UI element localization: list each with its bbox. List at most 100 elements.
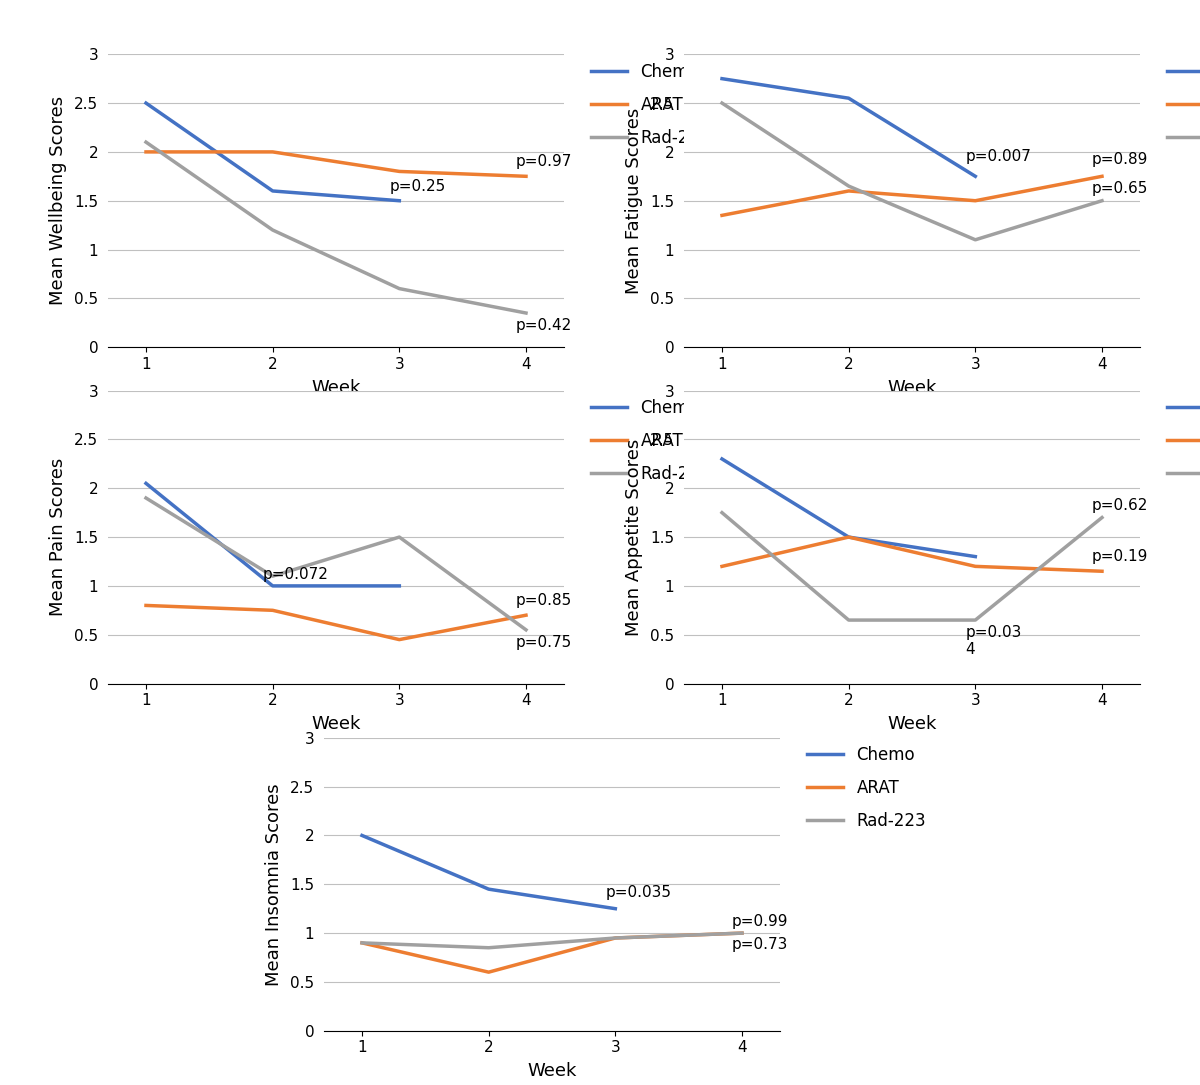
- Rad-223: [392, 531, 407, 544]
- Legend: Chemo, ARAT, Rad-223: Chemo, ARAT, Rad-223: [590, 399, 710, 483]
- Line: Chemo: Chemo: [722, 79, 976, 176]
- ARAT: [265, 145, 280, 158]
- ARAT: [968, 194, 983, 207]
- Chemo: [968, 169, 983, 182]
- Rad-223: [139, 492, 154, 505]
- ARAT: [139, 145, 154, 158]
- Chemo: [968, 550, 983, 563]
- ARAT: [139, 599, 154, 612]
- ARAT: [392, 165, 407, 178]
- Chemo: [608, 903, 623, 916]
- Rad-223: [1094, 194, 1109, 207]
- ARAT: [968, 560, 983, 573]
- Line: Rad-223: Rad-223: [362, 933, 742, 948]
- Chemo: [481, 883, 496, 896]
- Legend: Chemo, ARAT, Rad-223: Chemo, ARAT, Rad-223: [806, 746, 926, 830]
- Rad-223: [841, 179, 856, 193]
- Legend: Chemo, ARAT, Rad-223: Chemo, ARAT, Rad-223: [1166, 399, 1200, 483]
- Line: Chemo: Chemo: [722, 459, 976, 557]
- Line: ARAT: ARAT: [146, 605, 526, 640]
- Rad-223: [715, 97, 730, 110]
- Line: ARAT: ARAT: [146, 152, 526, 176]
- Chemo: [355, 829, 370, 842]
- Chemo: [841, 531, 856, 544]
- Chemo: [265, 184, 280, 197]
- Text: p=0.25: p=0.25: [389, 179, 445, 193]
- Chemo: [139, 97, 154, 110]
- Rad-223: [355, 936, 370, 949]
- Rad-223: [481, 941, 496, 955]
- ARAT: [518, 169, 533, 182]
- Text: p=0.035: p=0.035: [605, 884, 671, 899]
- X-axis label: Week: Week: [311, 715, 361, 733]
- Legend: Chemo, ARAT, Rad-223: Chemo, ARAT, Rad-223: [1166, 63, 1200, 146]
- Rad-223: [265, 570, 280, 583]
- Text: 4: 4: [965, 642, 974, 656]
- Text: p=0.19: p=0.19: [1092, 549, 1148, 564]
- Chemo: [392, 194, 407, 207]
- ARAT: [841, 531, 856, 544]
- Chemo: [392, 579, 407, 592]
- Rad-223: [265, 224, 280, 237]
- Y-axis label: Mean Insomnia Scores: Mean Insomnia Scores: [265, 783, 283, 985]
- X-axis label: Week: Week: [527, 1062, 577, 1081]
- Text: p=0.99: p=0.99: [732, 914, 788, 929]
- Line: Chemo: Chemo: [362, 835, 616, 909]
- Chemo: [715, 72, 730, 86]
- ARAT: [265, 603, 280, 616]
- Y-axis label: Mean Wellbeing Scores: Mean Wellbeing Scores: [49, 97, 67, 305]
- ARAT: [355, 936, 370, 949]
- Text: p=0.62: p=0.62: [1092, 498, 1148, 513]
- Line: Rad-223: Rad-223: [146, 498, 526, 629]
- Line: ARAT: ARAT: [722, 176, 1102, 215]
- Text: p=0.85: p=0.85: [516, 593, 572, 608]
- Text: p=0.75: p=0.75: [516, 635, 572, 650]
- Text: p=0.42: p=0.42: [516, 318, 572, 333]
- Rad-223: [841, 614, 856, 627]
- Text: p=0.072: p=0.072: [263, 566, 329, 582]
- Rad-223: [518, 306, 533, 319]
- ARAT: [608, 931, 623, 944]
- Y-axis label: Mean Fatigue Scores: Mean Fatigue Scores: [625, 107, 643, 294]
- Chemo: [139, 477, 154, 490]
- Legend: Chemo, ARAT, Rad-223: Chemo, ARAT, Rad-223: [590, 63, 710, 146]
- Rad-223: [715, 506, 730, 520]
- X-axis label: Week: Week: [887, 379, 937, 397]
- Line: Rad-223: Rad-223: [722, 513, 1102, 621]
- Text: p=0.97: p=0.97: [516, 154, 572, 169]
- Y-axis label: Mean Appetite Scores: Mean Appetite Scores: [625, 438, 643, 636]
- Rad-223: [968, 614, 983, 627]
- X-axis label: Week: Week: [887, 715, 937, 733]
- Line: Chemo: Chemo: [146, 484, 400, 586]
- Rad-223: [968, 233, 983, 246]
- ARAT: [715, 208, 730, 221]
- Rad-223: [392, 282, 407, 295]
- X-axis label: Week: Week: [311, 379, 361, 397]
- Line: Chemo: Chemo: [146, 103, 400, 201]
- ARAT: [1094, 169, 1109, 182]
- ARAT: [481, 966, 496, 979]
- Chemo: [265, 579, 280, 592]
- Text: p=0.73: p=0.73: [732, 937, 788, 953]
- Line: ARAT: ARAT: [362, 933, 742, 972]
- Y-axis label: Mean Pain Scores: Mean Pain Scores: [49, 458, 67, 616]
- Line: ARAT: ARAT: [722, 537, 1102, 571]
- Line: Rad-223: Rad-223: [722, 103, 1102, 240]
- Line: Rad-223: Rad-223: [146, 142, 526, 312]
- Rad-223: [734, 927, 749, 940]
- ARAT: [715, 560, 730, 573]
- Chemo: [841, 92, 856, 105]
- Rad-223: [139, 136, 154, 149]
- Rad-223: [518, 623, 533, 636]
- ARAT: [841, 184, 856, 197]
- ARAT: [518, 609, 533, 622]
- ARAT: [392, 634, 407, 647]
- Rad-223: [1094, 511, 1109, 524]
- ARAT: [1094, 564, 1109, 577]
- Text: p=0.03: p=0.03: [965, 625, 1021, 640]
- Text: p=0.007: p=0.007: [965, 150, 1031, 164]
- Rad-223: [608, 931, 623, 944]
- Text: p=0.65: p=0.65: [1092, 180, 1148, 195]
- ARAT: [734, 927, 749, 940]
- Text: p=0.89: p=0.89: [1092, 152, 1148, 167]
